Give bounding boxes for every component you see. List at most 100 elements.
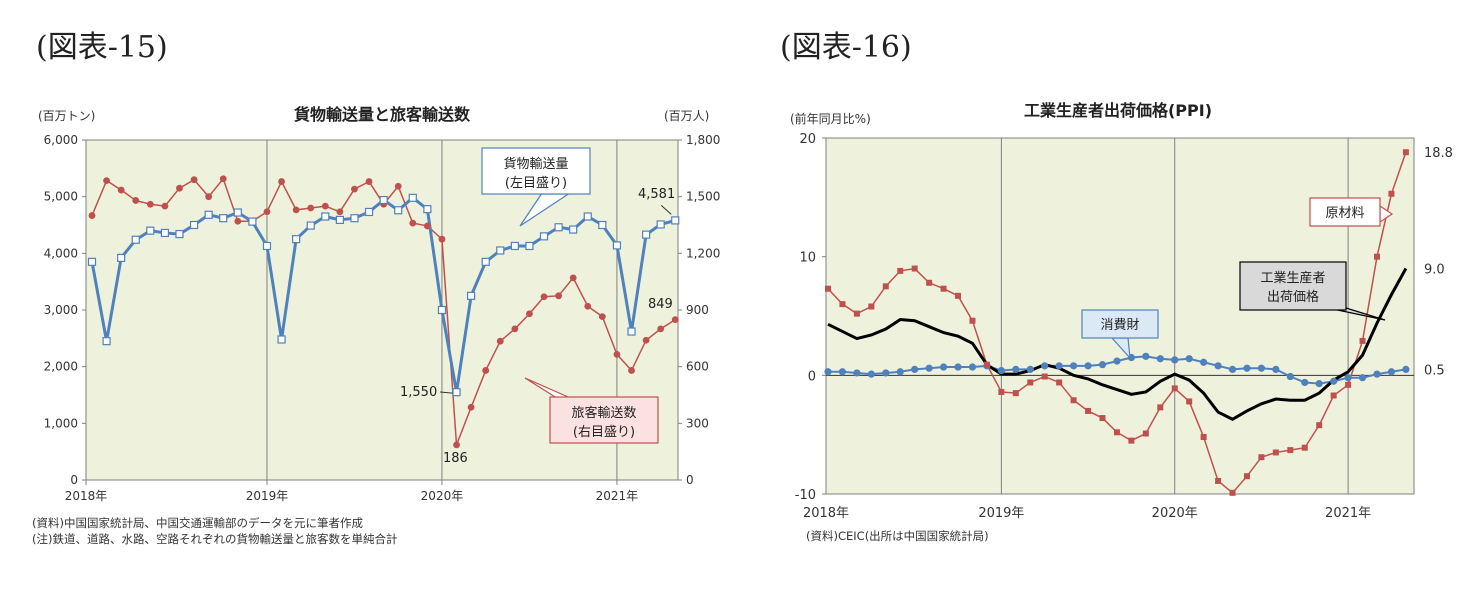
chart2-consumer-goods-point — [853, 369, 861, 377]
chart2-raw-materials-point — [853, 310, 860, 317]
chart1-passenger-point — [394, 182, 402, 190]
chart1-passenger-callout-text: (右目盛り) — [573, 425, 635, 440]
chart2-raw-materials-point — [868, 303, 875, 310]
chart2-raw-callout-text: 原材料 — [1325, 206, 1364, 221]
chart1-passenger-point — [278, 178, 285, 185]
chart2-consumer-goods-point — [1387, 368, 1396, 376]
chart2-consumer-goods-point — [1373, 370, 1381, 378]
chart1-passenger-point — [628, 367, 635, 374]
chart1-passenger-point — [642, 336, 650, 344]
chart1-passenger-point — [613, 350, 621, 358]
chart1-annotation-leader — [439, 391, 453, 394]
chart1-freight-point — [175, 229, 184, 239]
chart2-raw-materials-point — [983, 361, 990, 368]
chart2-raw-materials-point — [955, 292, 962, 299]
chart1-passenger-point — [467, 403, 475, 411]
chart1-freight-point — [569, 225, 578, 234]
chart2-raw-materials-point — [1345, 381, 1352, 388]
chart1-freight-point — [364, 207, 374, 217]
chart2-x-tick-label: 2019年 — [978, 506, 1024, 521]
chart1-x-tick-label: 2019年 — [246, 489, 289, 503]
chart1-passenger-point — [598, 313, 606, 321]
chart2-raw-materials-point — [1070, 397, 1077, 404]
chart1-passenger-point — [555, 292, 563, 300]
chart1-freight-point — [117, 253, 126, 262]
chart2-consumer-goods-point — [1228, 365, 1237, 373]
chart2-raw-materials-point — [1128, 437, 1135, 444]
chart2-consumer-goods-point — [1055, 362, 1063, 370]
chart2-raw-materials-point — [1359, 337, 1366, 344]
chart2-consumer-goods-point — [1272, 365, 1280, 373]
chart1-x-tick-label: 2020年 — [421, 489, 464, 503]
chart1-freight-point — [408, 193, 417, 202]
chart1-passenger-point — [219, 175, 227, 183]
chart1-freight-point — [321, 212, 330, 221]
chart2-consumer-goods-point — [911, 365, 919, 373]
chart1-annotation-freight-last: 4,581 — [638, 187, 675, 202]
chart1-y-right-tick-label: 900 — [686, 303, 709, 317]
chart2-consumer-goods-point — [1142, 352, 1150, 360]
chart1-passenger-point — [103, 177, 110, 185]
chart1-freight-point — [496, 246, 505, 255]
chart1-freight-point — [423, 205, 432, 214]
chart1-freight-point — [160, 228, 170, 238]
chart1-passenger-point — [146, 200, 154, 208]
chart2-consumer-goods-point — [1243, 364, 1251, 372]
chart2-consumer-goods-point — [1070, 362, 1078, 370]
chart2-end-label-ppi: 9.0 — [1424, 263, 1445, 278]
chart1-passenger-point — [351, 185, 358, 193]
chart2-raw-materials-point — [926, 279, 933, 286]
chart1-passenger-point — [482, 367, 490, 374]
chart2-raw-materials-point — [1215, 477, 1222, 484]
chart1-freight-point — [671, 216, 680, 225]
chart2-end-label-consumer: 0.5 — [1424, 363, 1445, 378]
chart1-y-right-tick-label: 0 — [686, 473, 694, 487]
chart1-freight-point — [510, 241, 519, 251]
chart1-passenger-point — [234, 217, 242, 225]
chart1-passenger-point — [671, 316, 679, 324]
chart1-freight-point — [612, 241, 622, 250]
chart1-annotation-passenger-last: 849 — [648, 297, 673, 312]
chart2-consumer-goods-point — [939, 363, 948, 371]
chart2-series-line-ppi — [827, 267, 1408, 421]
chart2-consumer-goods-point — [1171, 356, 1179, 364]
chart1-freight-point — [656, 220, 665, 229]
chart2-end-label-raw: 18.8 — [1424, 146, 1453, 161]
chart1-passenger-point — [438, 235, 446, 243]
chart1-freight-point — [437, 305, 447, 315]
chart1-freight-point — [379, 195, 388, 205]
chart2-raw-materials-point — [1027, 379, 1034, 386]
chart2-consumer-goods-point — [1358, 374, 1367, 382]
chart1-y-right-tick-label: 1,500 — [686, 190, 720, 204]
chart2-raw-materials-point — [1258, 454, 1265, 461]
chart2-raw-materials-point — [969, 317, 976, 324]
chart2-consumer-goods-point — [1344, 374, 1352, 382]
chart1-passenger-point — [263, 208, 271, 216]
chart2-ppi-callout-text: 出荷価格 — [1267, 289, 1319, 305]
chart1-y-left-tick-label: 0 — [70, 473, 78, 487]
chart1-y-left-tick-label: 3,000 — [44, 303, 78, 317]
chart2-raw-materials-point — [1113, 429, 1120, 436]
chart2-consumer-callout-text: 消費財 — [1100, 318, 1139, 333]
figure-15-source-note: (資料)中国国家統計局、中国交通運輸部のデータを元に筆者作成 — [32, 516, 363, 530]
chart1-y-right-label: (百万人) — [664, 109, 709, 123]
chart2-consumer-goods-point — [1098, 361, 1107, 369]
chart1-x-tick-label: 2021年 — [596, 489, 639, 503]
chart2-consumer-goods-point — [954, 363, 962, 371]
chart1-freight-point — [481, 257, 490, 266]
chart2-consumer-goods-point — [1026, 365, 1034, 373]
chart1-y-left-tick-label: 6,000 — [44, 133, 78, 147]
chart1-passenger-callout-box — [549, 396, 659, 444]
chart2-consumer-goods-point — [1330, 377, 1338, 385]
chart1-freight-point — [641, 230, 651, 239]
chart1-passenger-point — [453, 441, 460, 449]
chart2-consumer-goods-point — [997, 366, 1005, 375]
chart1-annotation-freight-min: 1,550 — [400, 385, 437, 400]
chart2-raw-materials-point — [1041, 373, 1048, 380]
chart1-y-right-tick-label: 300 — [686, 416, 709, 430]
chart1-freight-point — [248, 217, 257, 226]
chart2-y-tick-label: 0 — [808, 369, 816, 384]
chart1-passenger-point — [321, 202, 329, 210]
chart1-passenger-point — [540, 293, 548, 301]
chart1-freight-point — [554, 223, 563, 232]
